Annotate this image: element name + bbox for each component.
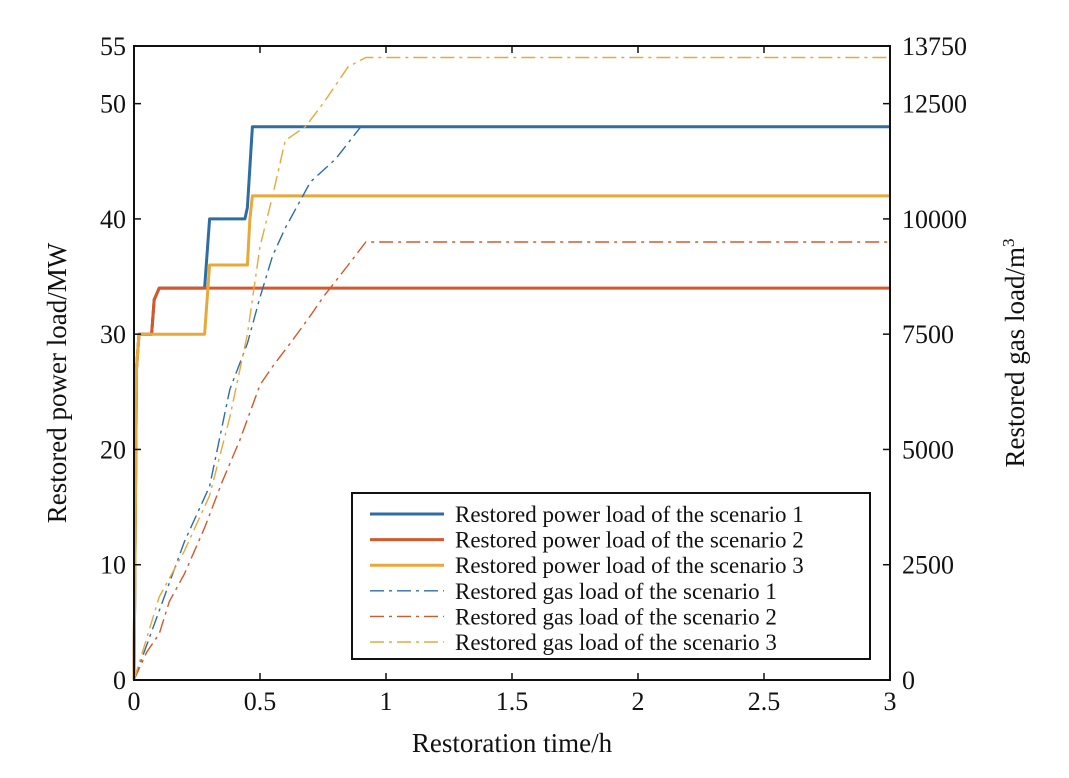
legend-label-2: Restored power load of the scenario 2 [455,528,804,553]
y-left-tick-label: 50 [100,90,126,119]
y-left-tick-label: 10 [100,551,126,580]
series-line-4 [133,126,362,681]
x-tick-label: 2 [632,687,645,716]
x-tick-label: 0 [128,687,141,716]
y-right-tick-label: 5000 [902,435,954,464]
legend-label-4: Restored gas load of the scenario 1 [455,579,777,604]
y-axis-right-label-text: Restored gas load/m [1000,247,1030,467]
axis-ticks: 0 0.5 1 1.5 2 2.5 3010203040505502500500075001… [100,32,967,716]
series-line-3 [132,194,890,681]
y-right-tick-label: 10000 [902,205,967,234]
x-tick-label: 2.5 [748,687,781,716]
legend-label-6: Restored gas load of the scenario 3 [455,630,777,655]
x-tick-label: 1 [380,687,393,716]
y-right-tick-label: 2500 [902,551,954,580]
y-left-tick-label: 30 [100,320,126,349]
legend: Restored power load of the scenario 1Res… [351,492,871,660]
legend-label-1: Restored power load of the scenario 1 [455,502,804,527]
legend-box [351,492,871,660]
y-left-tick-label: 40 [100,205,126,234]
y-left-tick-label: 55 [100,32,126,61]
y-right-tick-label: 13750 [902,32,967,61]
legend-label-3: Restored power load of the scenario 3 [455,553,804,578]
y-axis-right-label: Restored gas load/m3 [999,239,1030,468]
x-axis-label: Restoration time/h [412,728,613,758]
x-tick-label: 3 [884,687,897,716]
y-right-tick-label: 7500 [902,320,954,349]
y-right-tick-label: 12500 [902,90,967,119]
legend-label-5: Restored gas load of the scenario 2 [455,604,777,629]
x-tick-label: 0.5 [244,687,277,716]
y-left-tick-label: 0 [113,666,126,695]
y-left-tick-label: 20 [100,435,126,464]
legend-items: Restored power load of the scenario 1Res… [370,502,804,655]
y-right-tick-label: 0 [902,666,915,695]
series-lines [132,56,890,681]
y-axis-left-label: Restored power load/MW [42,242,72,523]
x-tick-label: 1.5 [496,687,529,716]
y-axis-right-label-superscript: 3 [999,239,1018,248]
